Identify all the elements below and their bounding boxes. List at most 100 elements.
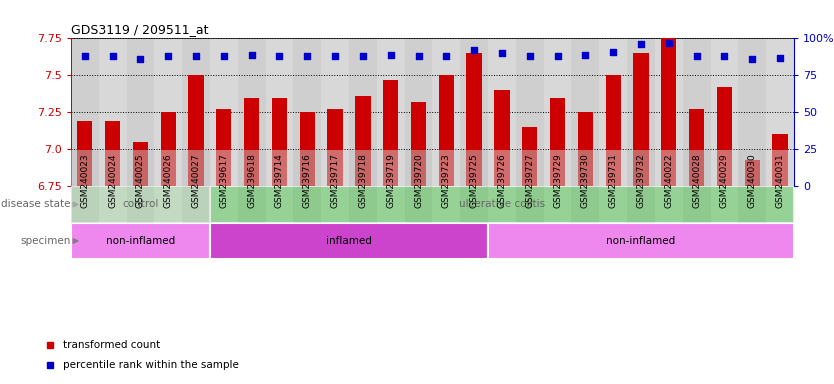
Bar [488, 223, 794, 259]
Bar [772, 134, 787, 186]
Bar [411, 102, 426, 186]
Bar [711, 38, 738, 186]
Bar [571, 150, 600, 223]
Point [551, 53, 565, 59]
Bar [655, 38, 683, 186]
Point [106, 53, 119, 59]
Text: control: control [123, 199, 158, 210]
Bar [605, 75, 620, 186]
Bar [766, 38, 794, 186]
Bar [182, 38, 210, 186]
Bar [377, 38, 404, 186]
Bar [383, 80, 399, 186]
Bar [432, 38, 460, 186]
Point [662, 40, 676, 46]
Text: GSM239731: GSM239731 [609, 153, 618, 208]
Point [635, 41, 648, 47]
Bar [522, 127, 537, 186]
Text: disease state: disease state [2, 199, 71, 210]
Bar [689, 109, 704, 186]
Bar [683, 38, 711, 186]
Text: GSM239729: GSM239729 [553, 153, 562, 208]
Bar [738, 150, 766, 223]
Bar [78, 121, 93, 186]
Text: specimen: specimen [21, 236, 71, 246]
Point [579, 51, 592, 58]
Bar [244, 98, 259, 186]
Bar [404, 38, 432, 186]
Bar [133, 142, 148, 186]
Bar [655, 150, 683, 223]
Bar [377, 150, 404, 223]
Bar [154, 38, 182, 186]
Bar [627, 38, 655, 186]
Point [189, 53, 203, 59]
Text: GSM240024: GSM240024 [108, 153, 117, 208]
Bar [299, 112, 315, 186]
Text: GSM240026: GSM240026 [163, 153, 173, 208]
Bar [238, 150, 265, 223]
Bar [404, 150, 432, 223]
Bar [294, 150, 321, 223]
Bar [188, 75, 203, 186]
Bar [550, 98, 565, 186]
Bar [745, 160, 760, 186]
Point [329, 53, 342, 59]
Bar [544, 38, 571, 186]
Bar [133, 142, 148, 186]
Bar [600, 150, 627, 223]
Point [356, 53, 369, 59]
Bar [488, 150, 516, 223]
Point [133, 56, 147, 62]
Bar [460, 150, 488, 223]
Bar [294, 38, 321, 186]
Point [606, 49, 620, 55]
Text: GSM239618: GSM239618 [247, 153, 256, 208]
Bar [154, 150, 182, 223]
Bar [495, 90, 510, 186]
Text: inflamed: inflamed [326, 236, 372, 246]
Bar [766, 150, 794, 223]
Text: GSM239718: GSM239718 [359, 153, 368, 208]
Text: GSM239727: GSM239727 [525, 153, 535, 208]
Text: GSM239732: GSM239732 [636, 153, 646, 208]
Text: GDS3119 / 209511_at: GDS3119 / 209511_at [71, 23, 208, 36]
Bar [383, 80, 399, 186]
Bar [216, 109, 232, 186]
Bar [460, 38, 488, 186]
Bar [127, 150, 154, 223]
Point [384, 51, 397, 58]
Point [468, 47, 481, 53]
Bar [633, 53, 649, 186]
Text: ulcerative colitis: ulcerative colitis [459, 199, 545, 210]
Text: GSM240029: GSM240029 [720, 153, 729, 208]
Text: GSM239730: GSM239730 [581, 153, 590, 208]
Bar [355, 96, 370, 186]
Bar [161, 112, 176, 186]
Bar [265, 38, 294, 186]
Bar [328, 109, 343, 186]
Bar [244, 98, 259, 186]
Bar [571, 38, 600, 186]
Text: GSM240031: GSM240031 [776, 153, 785, 208]
Bar [738, 38, 766, 186]
Text: GSM240022: GSM240022 [665, 153, 673, 208]
Bar [716, 87, 732, 186]
Text: non-inflamed: non-inflamed [106, 236, 175, 246]
Bar [495, 90, 510, 186]
Point [245, 51, 259, 58]
Bar [711, 150, 738, 223]
Bar [71, 150, 98, 223]
Point [412, 53, 425, 59]
Bar [299, 112, 315, 186]
Bar [349, 38, 377, 186]
Point [718, 53, 731, 59]
Bar [466, 53, 482, 186]
Point [300, 53, 314, 59]
Point [523, 53, 536, 59]
Point [746, 56, 759, 62]
Bar [522, 127, 537, 186]
Text: GSM239717: GSM239717 [330, 153, 339, 208]
Bar [578, 112, 593, 186]
Point [217, 53, 230, 59]
